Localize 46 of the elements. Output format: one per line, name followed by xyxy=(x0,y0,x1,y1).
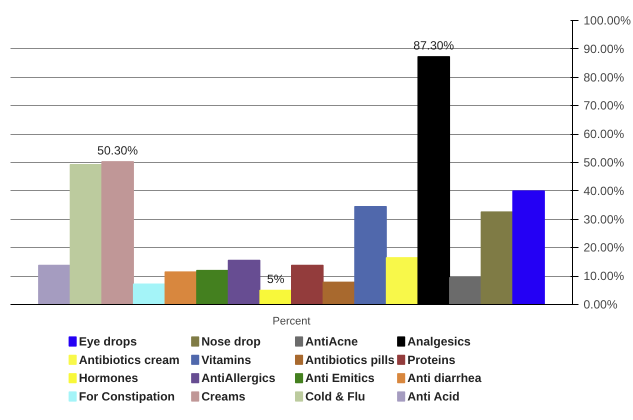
y-tick-label: 50.00% xyxy=(584,156,625,170)
legend-label: Antibiotics pills xyxy=(305,352,395,367)
y-tick-label: 20.00% xyxy=(584,240,625,255)
bar xyxy=(70,164,102,304)
bar xyxy=(322,282,356,304)
bar xyxy=(228,260,260,304)
y-tick-label: 10.00% xyxy=(584,269,625,284)
legend-label: AntiAllergics xyxy=(201,371,276,386)
legend-label: Analgesics xyxy=(407,334,472,348)
bar xyxy=(480,211,514,304)
legend-label: Cold & Flu xyxy=(305,390,366,404)
legend-label: Vitamins xyxy=(201,352,252,367)
legend-label: Anti diarrhea xyxy=(407,371,482,386)
x-tick-label: Percent xyxy=(272,316,310,328)
bar xyxy=(196,270,229,304)
y-tick-label: 40.00% xyxy=(584,184,625,198)
legend-label: Anti Acid xyxy=(407,390,460,404)
bar xyxy=(386,257,418,304)
legend-label: Antibiotics cream xyxy=(78,352,180,367)
bar xyxy=(354,206,387,304)
bar xyxy=(512,190,545,304)
data-label: 87.30% xyxy=(413,38,454,52)
y-tick-label: 30.00% xyxy=(584,212,625,226)
legend-label: Proteins xyxy=(407,352,456,367)
data-label: 5% xyxy=(267,272,285,286)
bar xyxy=(259,290,292,304)
bar xyxy=(101,161,134,304)
bar xyxy=(291,264,324,304)
y-tick-label: 80.00% xyxy=(584,70,625,84)
y-tick-label: 70.00% xyxy=(584,98,625,113)
legend-label: Eye drops xyxy=(78,334,138,348)
y-tick-label: 90.00% xyxy=(584,42,625,56)
legend-label: Anti Emitics xyxy=(305,371,375,386)
y-tick-label: 60.00% xyxy=(584,127,625,142)
legend-label: Hormones xyxy=(78,371,139,386)
y-tick-label: 0.00% xyxy=(584,298,618,312)
bar xyxy=(164,271,198,304)
bar xyxy=(449,277,482,304)
y-tick-label: 100.00% xyxy=(584,14,632,28)
legend-label: Creams xyxy=(201,390,246,404)
legend-label: For Constipation xyxy=(78,390,175,404)
legend-label: Nose drop xyxy=(201,334,261,348)
legend-label: AntiAcne xyxy=(305,334,358,348)
bar xyxy=(132,284,166,304)
bar xyxy=(38,264,71,304)
data-label: 50.30% xyxy=(97,143,138,158)
